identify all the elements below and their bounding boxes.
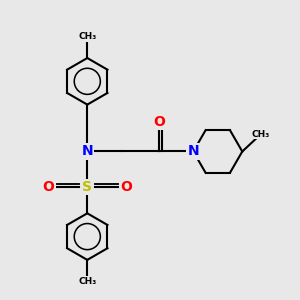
Text: O: O xyxy=(43,180,54,194)
Text: CH₃: CH₃ xyxy=(252,130,270,139)
Text: CH₃: CH₃ xyxy=(78,277,96,286)
Text: CH₃: CH₃ xyxy=(78,32,96,41)
Text: N: N xyxy=(188,145,199,158)
Text: S: S xyxy=(82,180,92,194)
Text: O: O xyxy=(153,115,165,129)
Text: N: N xyxy=(82,145,93,158)
Text: O: O xyxy=(120,180,132,194)
Text: N: N xyxy=(188,145,199,158)
